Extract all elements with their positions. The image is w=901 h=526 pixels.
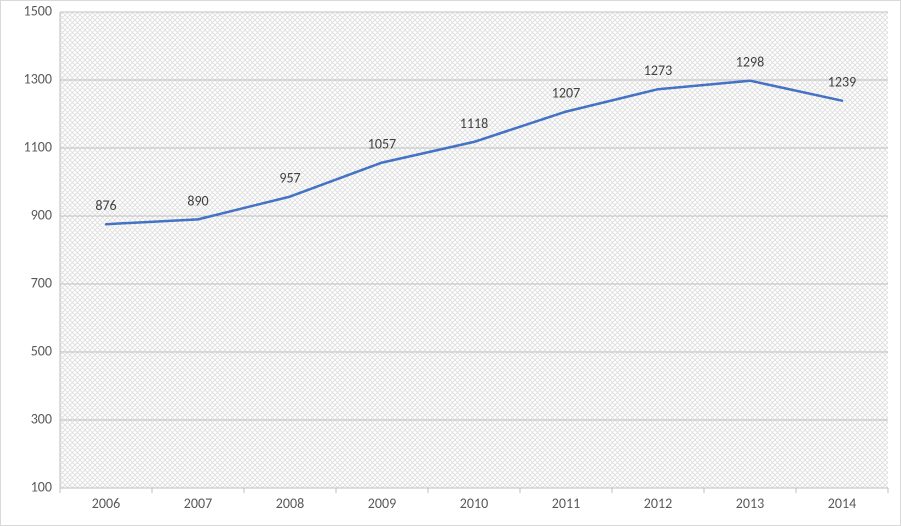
- x-tick-label: 2008: [276, 495, 304, 512]
- y-tick-label: 1100: [24, 138, 52, 155]
- y-tick-label: 500: [31, 342, 52, 359]
- y-tick-label: 300: [31, 410, 52, 427]
- x-tick-label: 2009: [368, 495, 396, 512]
- chart-svg: 100 300 500 700 900 1100 1300 1500 2006 2007 2008 2…: [0, 0, 901, 526]
- data-label: 1273: [644, 62, 672, 79]
- y-tick-label: 900: [31, 206, 52, 223]
- data-label: 890: [187, 192, 208, 209]
- data-label: 876: [95, 197, 116, 214]
- data-label: 1298: [736, 54, 764, 71]
- x-tick-label: 2007: [184, 495, 212, 512]
- x-tick-label: 2013: [736, 495, 764, 512]
- y-tick-label: 1300: [24, 70, 52, 87]
- data-label: 957: [279, 170, 300, 187]
- data-label: 1239: [828, 74, 856, 91]
- data-label: 1118: [460, 115, 488, 132]
- x-tick-label: 2006: [92, 495, 120, 512]
- y-tick-label: 100: [31, 478, 52, 495]
- y-tick-label: 700: [31, 274, 52, 291]
- data-label: 1207: [552, 85, 580, 102]
- line-chart: 100 300 500 700 900 1100 1300 1500 2006 2007 2008 2…: [0, 0, 901, 526]
- y-tick-label: 1500: [24, 2, 52, 19]
- x-tick-label: 2014: [828, 495, 856, 512]
- x-tick-label: 2010: [460, 495, 488, 512]
- x-tick-label: 2011: [552, 495, 580, 512]
- x-tick-label: 2012: [644, 495, 672, 512]
- data-label: 1057: [368, 136, 396, 153]
